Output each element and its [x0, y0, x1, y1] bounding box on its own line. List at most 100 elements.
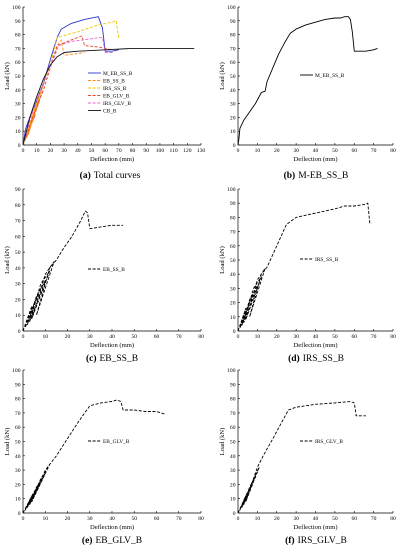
legend-label: EB_GLV_B	[103, 94, 130, 100]
y-tick-label: 10	[230, 315, 236, 321]
y-tick-label: 60	[15, 60, 21, 66]
caption-text: IRS_SS_B	[303, 354, 344, 364]
series-line-eb_glv_b	[22, 35, 113, 146]
y-tick-label: 20	[15, 482, 21, 488]
y-tick-label: 80	[230, 397, 236, 403]
x-tick-label: 80	[390, 148, 396, 154]
y-tick-label: 90	[230, 201, 236, 207]
y-tick-label: 50	[15, 74, 21, 80]
x-tick-label: 40	[313, 516, 319, 522]
y-tick-label: 30	[230, 286, 236, 292]
y-tick-label: 10	[230, 497, 236, 503]
legend-label: IRS_GLV_B	[103, 101, 131, 107]
series-line-irs_ss_b	[237, 202, 372, 332]
y-tick-label: 50	[230, 74, 236, 80]
y-tick-label: 10	[15, 313, 21, 319]
y-tick-label: 40	[230, 454, 236, 460]
x-axis-label: Deflection (mm)	[293, 156, 337, 163]
x-tick-label: 70	[371, 516, 377, 522]
legend-label: M_EB_SS_B	[315, 73, 345, 79]
y-tick-label: 60	[230, 60, 236, 66]
x-tick-label: 60	[351, 148, 357, 154]
series-line-eb_glv_b	[22, 399, 166, 514]
panel-caption: (f) IRS_GLV_B	[285, 535, 347, 546]
y-axis-label: Load (kN)	[219, 62, 226, 90]
panel-caption: (a) Total curves	[80, 170, 141, 181]
panel-caption: (e) EB_GLV_B	[82, 535, 142, 546]
panel-caption: (d) IRS_SS_B	[288, 353, 344, 364]
x-tick-label: 30	[293, 516, 299, 522]
x-tick-label: 20	[65, 334, 71, 340]
x-tick-label: 10	[255, 148, 261, 154]
legend-label: IRS_SS_B	[103, 86, 127, 92]
y-tick-label: 50	[230, 258, 236, 264]
y-tick-label: 70	[230, 411, 236, 417]
series-line-irs_glv_b	[237, 401, 366, 514]
x-tick-label: 70	[116, 148, 122, 154]
caption-letter: (e)	[82, 535, 93, 546]
x-tick-label: 80	[390, 516, 396, 522]
chart-panel-c: 0 10 20 30 40 50 60 70 80 90 0 10 20 30 40 50 60 70 80 Defl…	[4, 187, 204, 364]
x-tick-label: 70	[371, 334, 377, 340]
caption-text: IRS_GLV_B	[298, 536, 347, 546]
y-tick-label: 100	[227, 187, 236, 193]
x-tick-label: 0	[237, 334, 240, 340]
x-tick-label: 30	[61, 148, 67, 154]
chart-panel-d: 0 10 20 30 40 50 60 70 80 90 100 0 10 20 30 40 50 60 70 80 D…	[219, 187, 396, 364]
caption-letter: (b)	[284, 170, 296, 181]
x-tick-label: 50	[332, 516, 338, 522]
series-line-irs_ss_b	[22, 20, 120, 146]
y-tick-label: 0	[233, 329, 236, 335]
y-tick-label: 40	[230, 88, 236, 94]
x-tick-label: 20	[274, 148, 280, 154]
x-tick-label: 50	[131, 334, 137, 340]
legend-label: IRS_SS_B	[315, 257, 339, 263]
y-tick-label: 10	[15, 129, 21, 135]
y-tick-label: 20	[15, 115, 21, 121]
x-tick-label: 50	[332, 148, 338, 154]
x-axis-label: Deflection (mm)	[90, 156, 134, 163]
y-tick-label: 60	[230, 244, 236, 250]
x-tick-label: 80	[130, 148, 136, 154]
y-tick-label: 90	[15, 382, 21, 388]
y-tick-label: 40	[15, 88, 21, 94]
x-tick-label: 110	[170, 148, 178, 154]
chart-panel-e: 0 10 20 30 40 50 60 70 80 90 100 0 10 20 30 40 50 60 70 80 D…	[4, 368, 204, 546]
x-tick-label: 10	[42, 516, 48, 522]
x-tick-label: 30	[87, 516, 93, 522]
y-tick-label: 40	[230, 272, 236, 278]
legend-label: CB_B	[103, 109, 117, 115]
series-line-eb_ss_b	[22, 210, 124, 332]
x-tick-label: 60	[154, 334, 160, 340]
y-axis-label: Load (kN)	[219, 428, 226, 456]
chart-panel-a: 0 10 20 30 40 50 60 70 80 90 100 0 10 20 30 40 50 60 70 80 9…	[4, 5, 205, 181]
x-tick-label: 10	[255, 516, 261, 522]
y-tick-label: 0	[18, 329, 21, 335]
legend-label: IRS_GLV_B	[315, 439, 343, 445]
x-axis-label: Deflection (mm)	[293, 342, 337, 349]
x-tick-label: 10	[255, 334, 261, 340]
y-tick-label: 100	[227, 368, 236, 374]
y-tick-label: 70	[15, 219, 21, 225]
caption-text: EB_SS_B	[100, 354, 139, 364]
y-tick-label: 90	[15, 19, 21, 25]
legend-label: EB_SS_B	[103, 267, 125, 273]
x-tick-label: 60	[154, 516, 160, 522]
caption-text: M-EB_SS_B	[298, 171, 348, 181]
legend-label: EB_GLV_B	[103, 439, 130, 445]
x-axis-label: Deflection (mm)	[90, 524, 134, 531]
y-tick-label: 20	[230, 301, 236, 307]
panel-caption: (c) EB_SS_B	[86, 353, 138, 364]
x-tick-label: 60	[351, 334, 357, 340]
x-tick-label: 120	[183, 148, 192, 154]
x-tick-label: 40	[109, 334, 115, 340]
y-tick-label: 70	[230, 46, 236, 52]
series-line-cb_b	[22, 47, 195, 146]
x-tick-label: 130	[197, 148, 206, 154]
y-tick-label: 90	[230, 19, 236, 25]
y-tick-label: 100	[12, 5, 21, 11]
y-tick-label: 100	[227, 5, 236, 11]
y-tick-label: 20	[15, 297, 21, 303]
y-tick-label: 60	[15, 234, 21, 240]
